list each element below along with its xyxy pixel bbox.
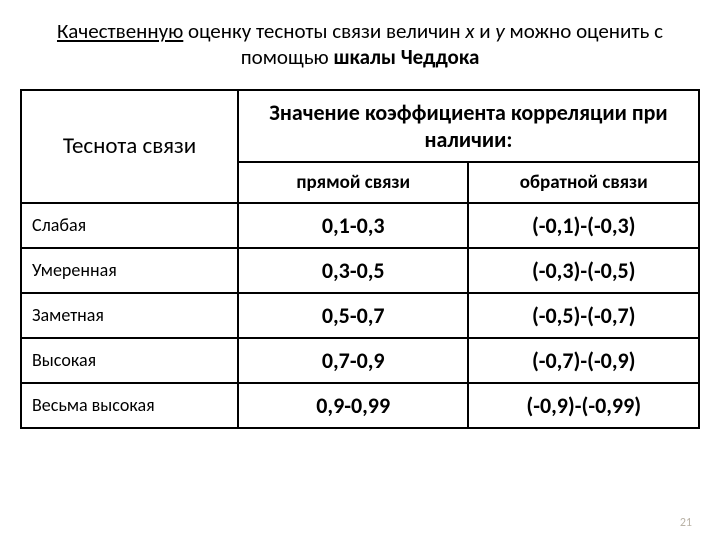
page-number: 21 [680,516,692,530]
title-and: и [474,18,495,44]
row-direct: 0,7-0,9 [238,338,469,383]
table-subheader-inverse: обратной связи [468,162,699,203]
table-row: Высокая 0,7-0,9 (-0,7)-(-0,9) [21,338,699,383]
row-inverse: (-0,1)-(-0,3) [468,203,699,248]
row-direct: 0,3-0,5 [238,248,469,293]
table-row: Слабая 0,1-0,3 (-0,1)-(-0,3) [21,203,699,248]
row-direct: 0,5-0,7 [238,293,469,338]
row-label: Слабая [21,203,238,248]
table-row: Весьма высокая 0,9-0,99 (-0,9)-(-0,99) [21,383,699,428]
title-part1: Качественную [57,18,183,44]
row-label: Умеренная [21,248,238,293]
row-label: Высокая [21,338,238,383]
table-row: Умеренная 0,3-0,5 (-0,3)-(-0,5) [21,248,699,293]
row-direct: 0,1-0,3 [238,203,469,248]
table-row: Заметная 0,5-0,7 (-0,5)-(-0,7) [21,293,699,338]
table-group-header: Значение коэффициента корреляции при нал… [238,90,699,162]
title-part2: оценку тесноты связи величин [183,18,465,44]
slide-title: Качественную оценку тесноты связи величи… [20,18,700,71]
title-var2: у [495,18,504,44]
row-inverse: (-0,5)-(-0,7) [468,293,699,338]
row-label: Заметная [21,293,238,338]
cheddock-scale-table: Теснота связи Значение коэффициента корр… [20,89,700,429]
title-part4: шкалы Чеддока [333,44,479,70]
table-subheader-direct: прямой связи [238,162,469,203]
table-row-header: Теснота связи [21,90,238,203]
row-inverse: (-0,9)-(-0,99) [468,383,699,428]
row-inverse: (-0,3)-(-0,5) [468,248,699,293]
row-inverse: (-0,7)-(-0,9) [468,338,699,383]
row-direct: 0,9-0,99 [238,383,469,428]
row-label: Весьма высокая [21,383,238,428]
